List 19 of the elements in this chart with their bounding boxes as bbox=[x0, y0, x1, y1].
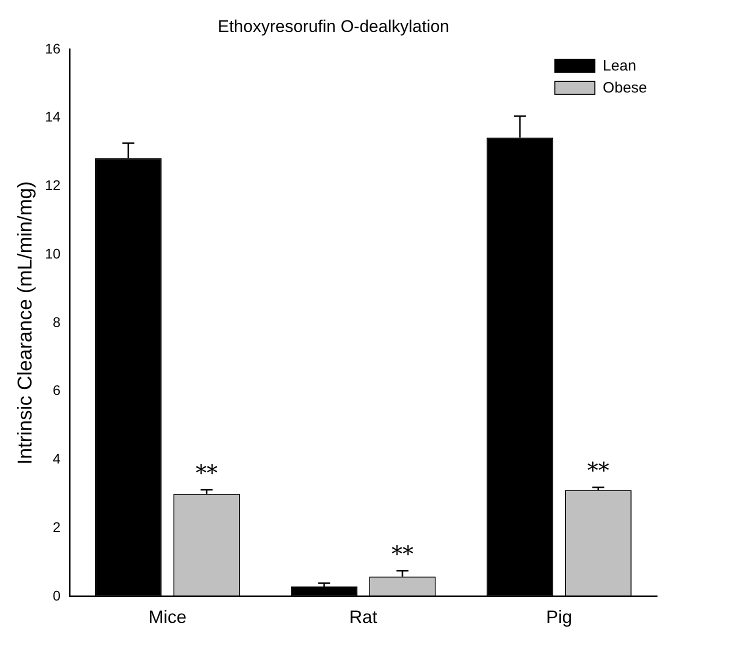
annotation: ** bbox=[391, 542, 414, 568]
x-tick-label: Mice bbox=[148, 607, 186, 628]
y-tick-label: 16 bbox=[44, 40, 61, 56]
y-tick-label: 0 bbox=[52, 587, 61, 604]
annotation: ** bbox=[196, 461, 218, 486]
y-tick-label: 14 bbox=[44, 108, 61, 125]
y-tick-label: 10 bbox=[44, 245, 61, 262]
y-tick-label: 8 bbox=[52, 314, 61, 330]
legend-label: Obese bbox=[602, 80, 648, 97]
y-tick-label: 6 bbox=[52, 382, 61, 398]
x-tick-label: Pig bbox=[546, 607, 572, 628]
y-axis-title: Intrinsic Clearance (mL/min/mg) bbox=[14, 181, 37, 465]
x-tick-label: Rat bbox=[349, 607, 378, 628]
chart-title: Ethoxyresorufin O-dealkylation bbox=[218, 16, 450, 36]
y-tick-label: 12 bbox=[44, 177, 61, 194]
y-tick-label: 2 bbox=[52, 518, 61, 535]
legend-label: Lean bbox=[602, 58, 636, 75]
y-tick-label: 4 bbox=[52, 450, 61, 467]
annotation: ** bbox=[587, 459, 610, 484]
